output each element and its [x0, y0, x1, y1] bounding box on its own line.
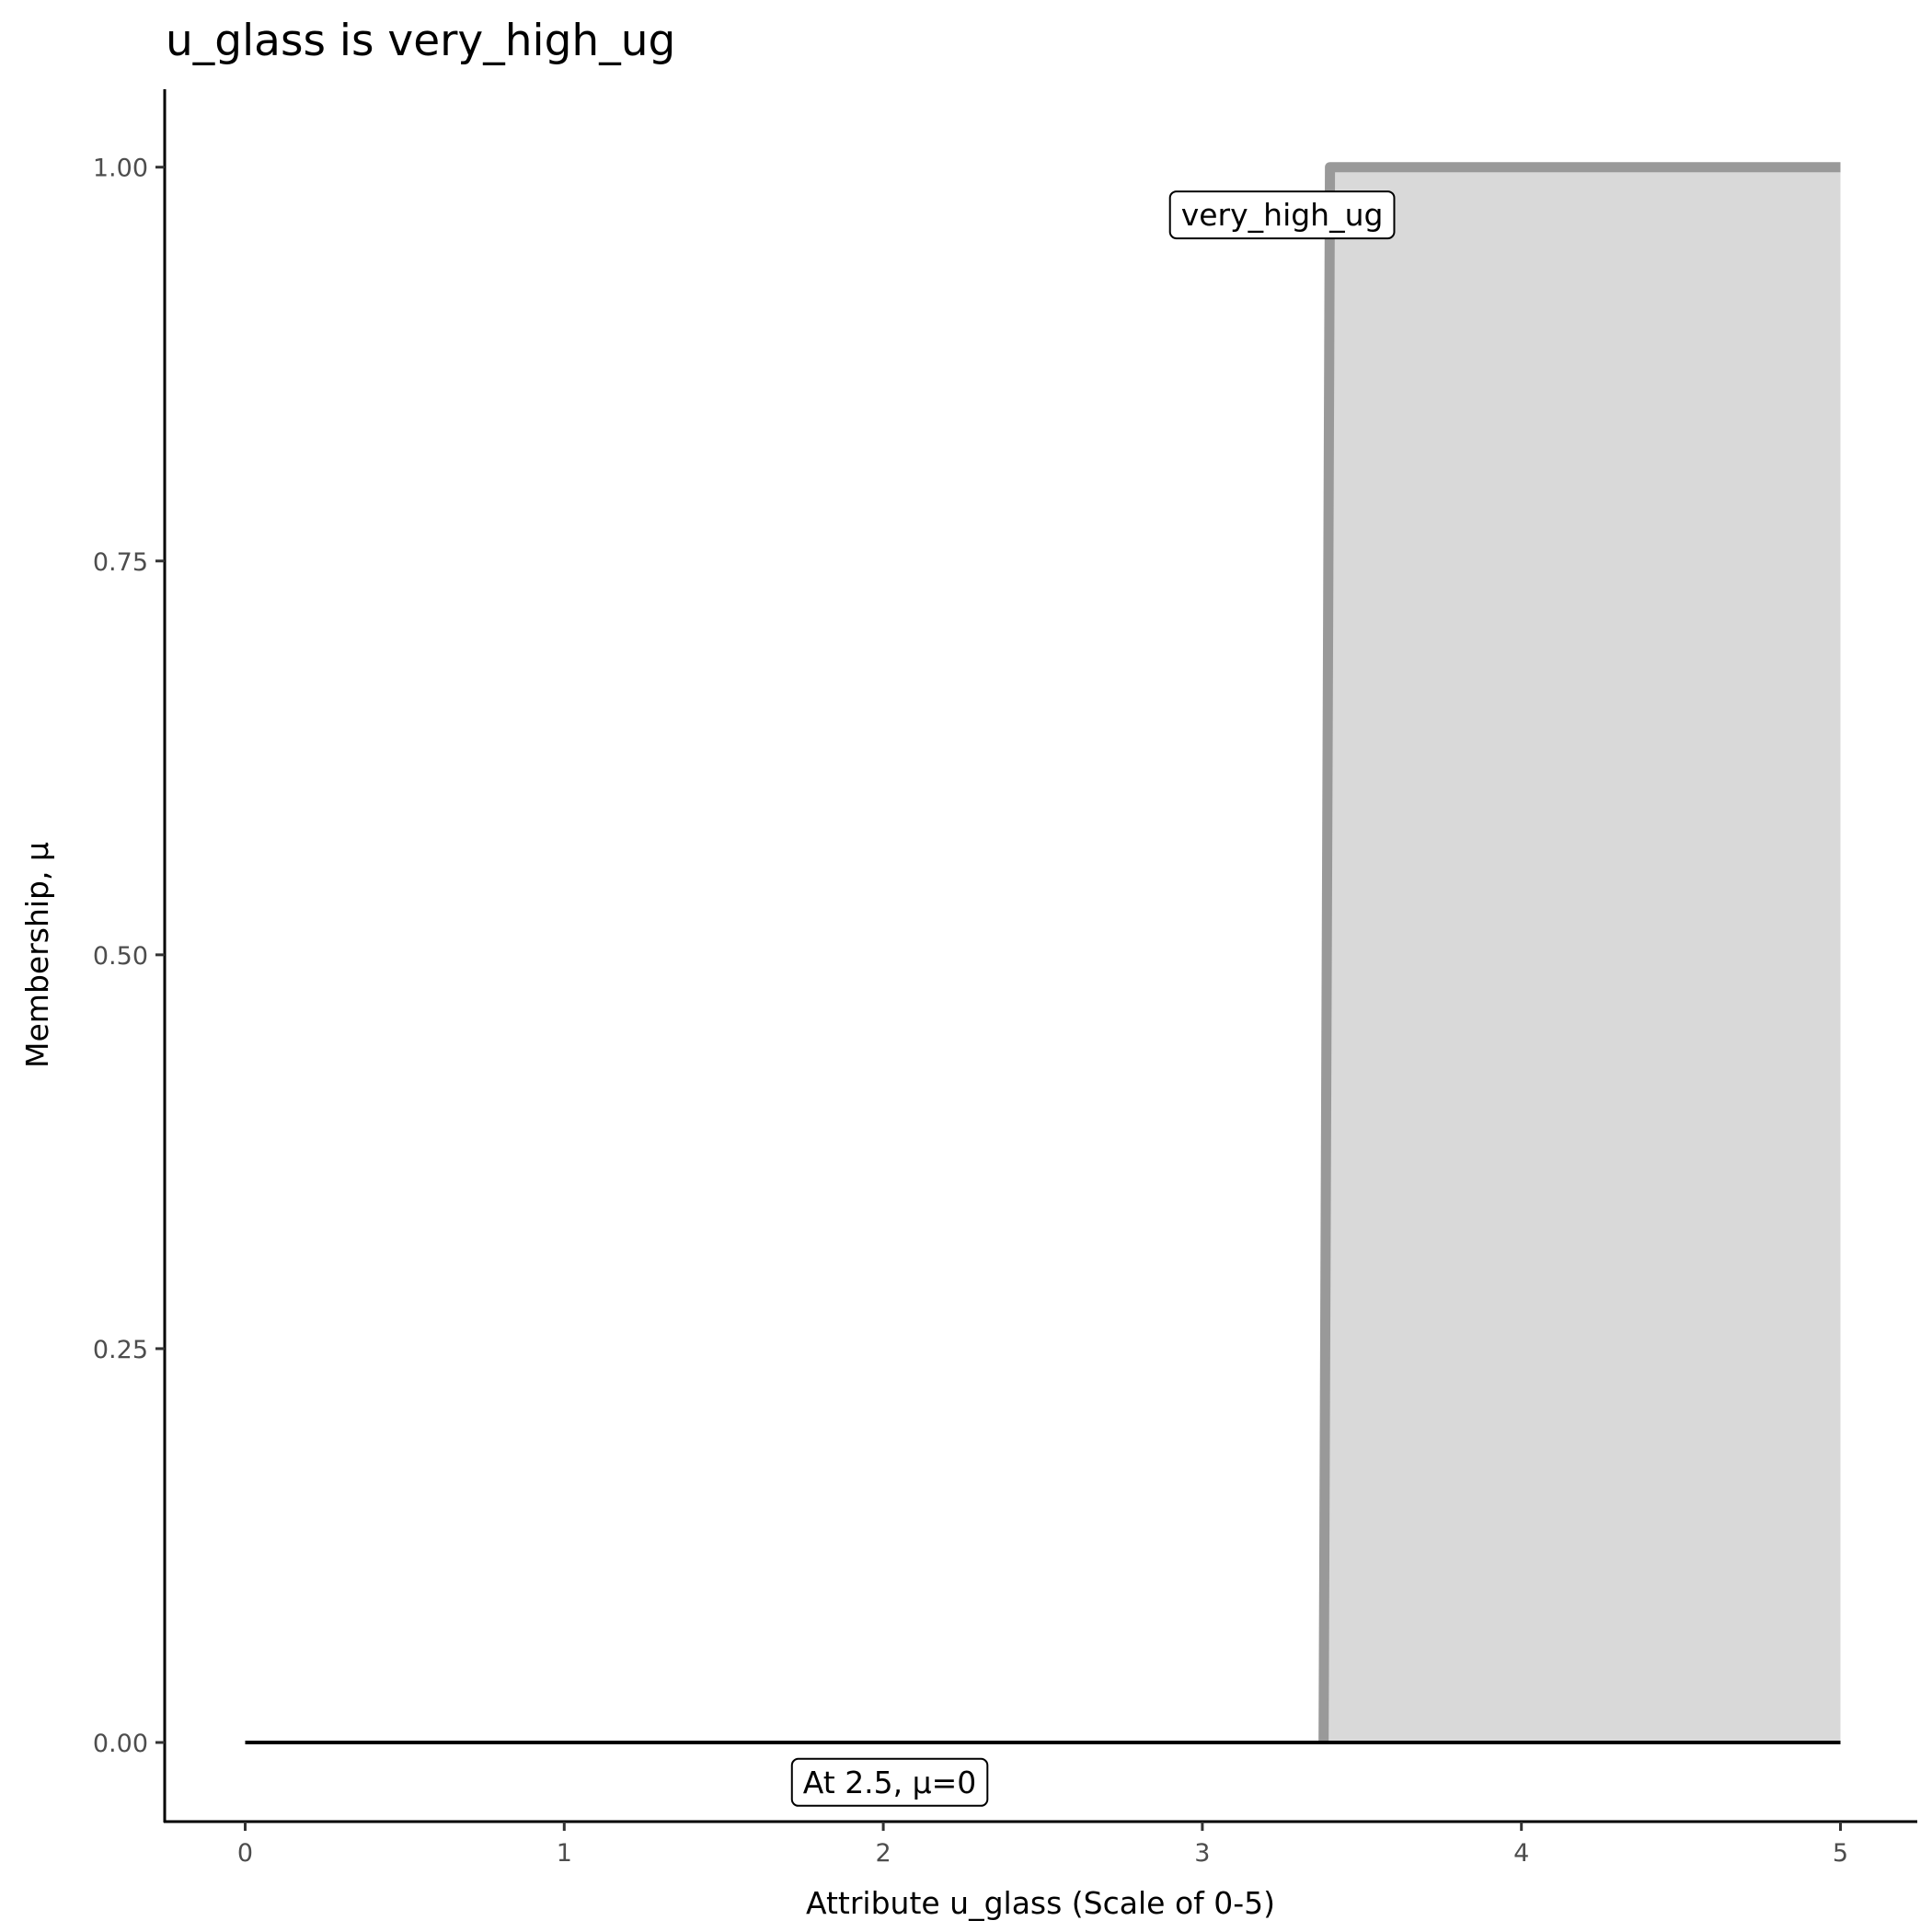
annotations: very_high_ug At 2.5, μ=0	[790, 190, 1396, 1807]
membership-area	[1323, 167, 1841, 1743]
y-tick-label: 0.50	[93, 942, 148, 971]
x-tick-label: 2	[876, 1839, 891, 1868]
x-tick-label: 4	[1513, 1839, 1529, 1868]
svg-text:At 2.5, μ=0: At 2.5, μ=0	[803, 1765, 977, 1800]
chart-title: u_glass is very_high_ug	[166, 16, 675, 66]
x-tick-label: 5	[1833, 1839, 1848, 1868]
y-ticks: 0.00 0.25 0.50 0.75 1.00	[93, 155, 165, 1758]
series-label: very_high_ug	[1168, 190, 1396, 240]
y-tick-label: 0.00	[93, 1730, 148, 1758]
evaluation-label: At 2.5, μ=0	[790, 1757, 989, 1807]
plot-area	[245, 162, 1841, 1744]
x-tick-label: 0	[237, 1839, 253, 1868]
y-tick-label: 0.25	[93, 1336, 148, 1364]
svg-text:very_high_ug: very_high_ug	[1181, 197, 1384, 233]
y-tick-label: 1.00	[93, 155, 148, 183]
membership-line	[1318, 162, 1841, 1743]
x-tick-label: 3	[1194, 1839, 1210, 1868]
y-axis-title: Membership, μ	[19, 842, 55, 1068]
x-ticks: 0 1 2 3 4 5	[237, 1822, 1848, 1868]
x-tick-label: 1	[557, 1839, 572, 1868]
y-tick-label: 0.75	[93, 548, 148, 577]
x-axis-title: Attribute u_glass (Scale of 0-5)	[806, 1885, 1275, 1921]
